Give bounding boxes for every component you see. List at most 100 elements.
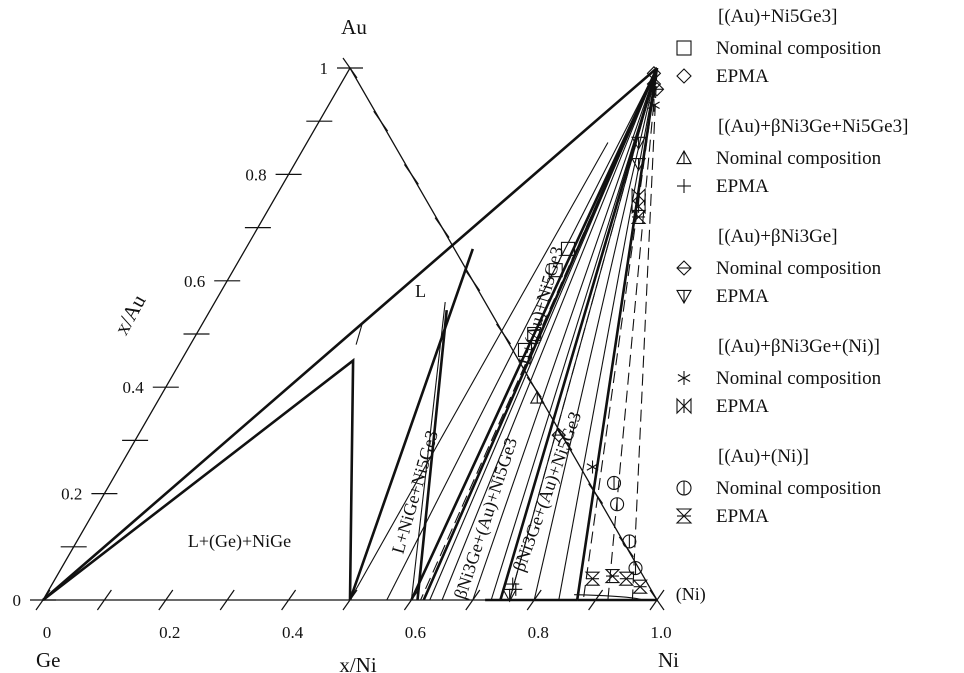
- x-tick-label: 0.2: [159, 623, 180, 642]
- tie-line: [386, 67, 658, 601]
- legend-item-label: Nominal composition: [716, 368, 882, 389]
- region-label: L+(Ge)+NiGe: [188, 531, 291, 552]
- legend-item-label: EPMA: [716, 506, 769, 527]
- tie-line: [472, 67, 658, 601]
- legend-marker-asterisk-bar2: [677, 374, 691, 382]
- data-point-hourglass: [584, 571, 601, 586]
- data-point-square: [517, 342, 533, 358]
- y-tick-label: 0.8: [245, 165, 266, 184]
- legend-item-label: EPMA: [716, 176, 769, 197]
- region-label: L+NiGe+Ni5Ge3: [388, 428, 442, 556]
- tie-line: [533, 67, 658, 601]
- legend-marker-diamond-half: [676, 260, 692, 276]
- data-point-square: [527, 326, 542, 342]
- legend-group-title: [(Au)+(Ni)]: [718, 446, 809, 467]
- legend-group-title: [(Au)+βNi3Ge+(Ni)]: [718, 336, 880, 357]
- dashed-tie-line: [509, 67, 658, 601]
- legend-marker-diamond: [676, 68, 692, 84]
- data-point-diamond: [646, 76, 662, 92]
- x-axis-tick: [281, 589, 297, 611]
- tie-line: [441, 67, 658, 601]
- legend-group-title: [(Au)+Ni5Ge3]: [718, 6, 837, 27]
- vertex-label-left: Ge: [36, 648, 61, 672]
- region-label: L: [415, 281, 426, 301]
- legend: [(Au)+Ni5Ge3] Nominal composition EPMA [(Au…: [675, 6, 908, 527]
- phase-boundary-line: [575, 67, 659, 601]
- x-axis-tick: [342, 589, 358, 611]
- data-point-hourglass: [632, 579, 648, 594]
- data-point-square: [560, 241, 576, 256]
- legend-group-title: [(Au)+βNi3Ge]: [718, 226, 838, 247]
- x-axis-tick: [526, 589, 542, 611]
- legend-item-label: Nominal composition: [716, 38, 882, 59]
- x-axis-tick: [158, 589, 174, 611]
- y-tick-label: 1: [320, 59, 329, 78]
- legend-item-label: EPMA: [716, 286, 769, 307]
- chart-labels: Au Ge Ni x/Ni x/Au: [36, 15, 679, 673]
- right-axis-tick: [557, 430, 573, 451]
- data-point-hourglass: [630, 209, 647, 225]
- right-axis-tick: [373, 110, 389, 132]
- legend-item-label: Nominal composition: [716, 258, 882, 279]
- y-tick-label: 0.4: [123, 378, 145, 397]
- x-tick-label: 1.0: [650, 623, 671, 642]
- right-axis-tick: [434, 217, 450, 238]
- x-tick-label: 0.8: [528, 623, 549, 642]
- phase-boundary-line: [42, 67, 658, 601]
- ni-solvus-curve: [574, 594, 643, 601]
- tie-line: [429, 67, 658, 601]
- legend-group-title: [(Au)+βNi3Ge+Ni5Ge3]: [718, 116, 908, 137]
- vertex-label-right: Ni: [658, 648, 679, 672]
- legend-item-label: Nominal composition: [716, 478, 882, 499]
- legend-marker-bowtie: [676, 397, 692, 415]
- right-axis-tick: [588, 483, 604, 504]
- region-label: βNi3Ge+(Au)+Ni5Ge3: [509, 409, 586, 574]
- x-tick-label: 0.6: [405, 623, 426, 642]
- data-point-asterisk-bar2: [586, 463, 599, 471]
- dashed-tie-line: [420, 67, 658, 601]
- y-axis-title: x/Au: [109, 290, 151, 339]
- tie-line: [355, 323, 363, 345]
- data-point-square: [548, 263, 563, 278]
- data-point-hourglass: [604, 569, 621, 584]
- phase-boundary-line: [42, 357, 355, 602]
- data-point-diamond-half: [649, 82, 665, 97]
- vertex-label-top: Au: [341, 15, 367, 39]
- x-axis-tick: [403, 589, 419, 611]
- data-point-asterisk-bar2: [648, 101, 660, 109]
- data-point-diamond-half: [551, 427, 567, 443]
- legend-item-label: EPMA: [716, 396, 769, 417]
- x-axis-tick: [588, 589, 604, 611]
- data-point-bowtie: [631, 187, 646, 204]
- data-point-bowtie: [631, 198, 646, 215]
- tie-line: [410, 302, 446, 601]
- tie-line: [349, 142, 609, 601]
- tie-lines: [349, 67, 658, 601]
- x-axis-tick: [96, 589, 112, 611]
- data-point-diamond: [646, 66, 662, 81]
- legend-item-label: Nominal composition: [716, 148, 882, 169]
- data-markers: [502, 66, 665, 603]
- x-tick-label: 0.4: [282, 623, 304, 642]
- right-axis-tick: [342, 57, 358, 79]
- phase-boundary-line: [348, 248, 475, 601]
- x-tick-label: 0: [43, 623, 52, 642]
- legend-item-label: EPMA: [716, 66, 769, 87]
- phase-boundary-line: [499, 67, 659, 601]
- right-axis-tick: [496, 323, 511, 345]
- right-axis-tick: [465, 270, 481, 292]
- right-axis-tick: [403, 164, 419, 185]
- y-tick-label: 0.2: [61, 485, 82, 504]
- legend-marker-square: [676, 40, 692, 56]
- x-axis-tick: [649, 589, 665, 611]
- x-axis-title: x/Ni: [339, 653, 377, 673]
- dashed-tie-line: [631, 67, 658, 601]
- x-axis-tick: [219, 589, 235, 611]
- phase-boundary-line: [410, 67, 659, 601]
- y-tick-label: 0: [13, 591, 22, 610]
- region-label: (Ni): [676, 584, 706, 605]
- legend-marker-hourglass: [675, 508, 693, 524]
- tie-line: [490, 67, 658, 601]
- tie-line: [558, 67, 658, 601]
